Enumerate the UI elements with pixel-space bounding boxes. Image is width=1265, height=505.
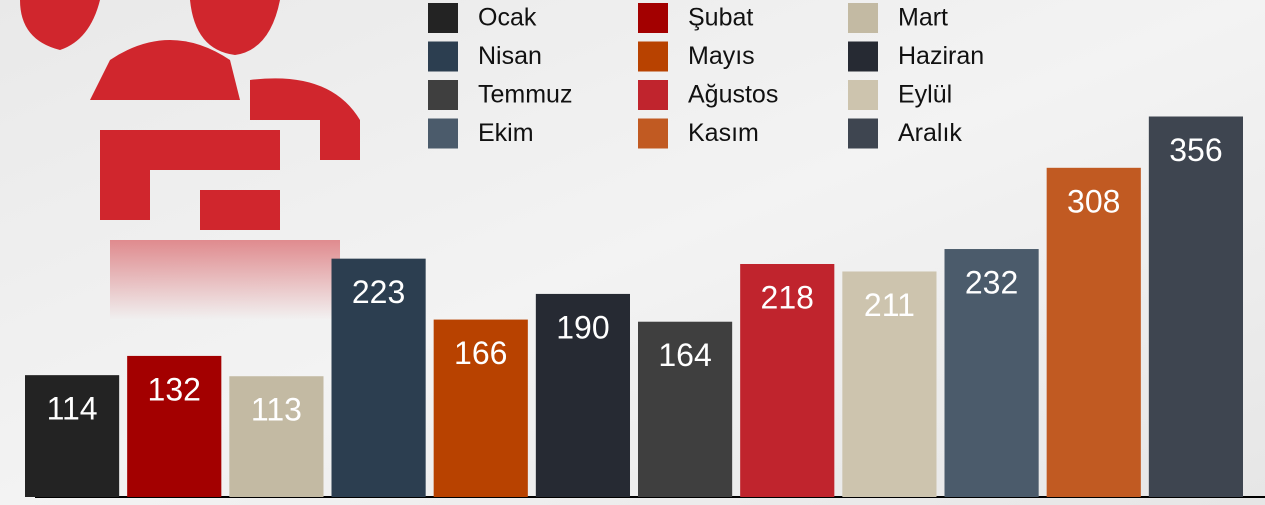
value-label: 223 bbox=[352, 274, 405, 310]
legend-label: Eylül bbox=[898, 81, 952, 109]
legend-swatch bbox=[638, 3, 668, 33]
legend-swatch bbox=[428, 80, 458, 110]
legend-label: Haziran bbox=[898, 42, 984, 70]
value-label: 113 bbox=[251, 392, 302, 428]
legend-label: Şubat bbox=[688, 4, 753, 32]
bar bbox=[1148, 116, 1243, 498]
value-label: 164 bbox=[658, 337, 711, 373]
legend-label: Ağustos bbox=[688, 81, 778, 109]
value-label: 308 bbox=[1067, 183, 1120, 219]
bar bbox=[740, 263, 835, 497]
bar bbox=[842, 271, 937, 497]
bar bbox=[331, 258, 426, 497]
bar bbox=[944, 249, 1039, 497]
value-label: 190 bbox=[556, 309, 609, 345]
value-label: 114 bbox=[47, 391, 98, 427]
bar bbox=[1046, 167, 1141, 497]
legend-swatch bbox=[638, 41, 668, 72]
value-label: 211 bbox=[864, 287, 915, 323]
legend-label: Ocak bbox=[478, 4, 537, 32]
bar bbox=[25, 375, 120, 497]
legend-label: Mart bbox=[898, 4, 948, 32]
legend-label: Aralık bbox=[898, 119, 962, 147]
bar bbox=[127, 355, 222, 497]
legend-swatch bbox=[428, 118, 458, 149]
value-label: 356 bbox=[1169, 132, 1222, 168]
logo bbox=[20, 0, 360, 320]
legend-swatch bbox=[428, 3, 458, 33]
bar bbox=[229, 376, 324, 497]
legend-swatch bbox=[848, 41, 878, 72]
bar bbox=[638, 321, 733, 497]
legend-swatch bbox=[848, 3, 878, 33]
value-label: 232 bbox=[965, 264, 1018, 300]
legend-label: Nisan bbox=[478, 42, 542, 70]
legend-swatch bbox=[428, 41, 458, 72]
value-label: 218 bbox=[761, 279, 814, 315]
legend-label: Ekim bbox=[478, 119, 534, 147]
bar bbox=[433, 319, 528, 497]
value-label: 166 bbox=[454, 335, 507, 371]
legend-label: Temmuz bbox=[478, 81, 572, 109]
value-label: 132 bbox=[148, 371, 201, 407]
legend-swatch bbox=[848, 80, 878, 110]
legend-swatch bbox=[638, 80, 668, 110]
legend-swatch bbox=[638, 118, 668, 149]
legend-label: Mayıs bbox=[688, 42, 755, 70]
bar bbox=[535, 293, 630, 497]
legend-label: Kasım bbox=[688, 119, 759, 147]
legend-swatch bbox=[848, 118, 878, 149]
